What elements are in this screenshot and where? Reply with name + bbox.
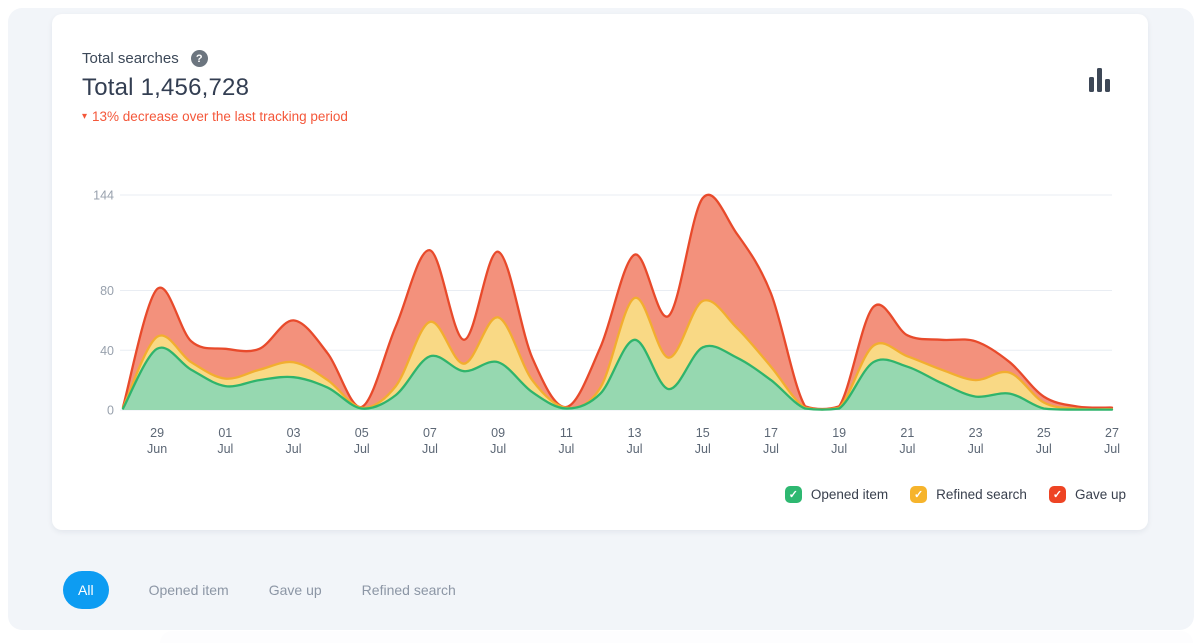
legend-item[interactable]: ✓ Opened item [784,486,889,503]
x-axis-tick-day: 13 [628,426,642,440]
legend-checkbox-icon[interactable]: ✓ [1048,486,1066,503]
x-axis-tick-day: 29 [150,426,164,440]
legend-label: Refined search [936,487,1027,502]
card-title: Total searches [82,50,179,67]
filter-tabs: All Opened item Gave up Refined search [63,571,456,609]
x-axis-tick-day: 01 [218,426,232,440]
card-header: Total searches ? Total 1,456,728 ▾ 13% d… [82,50,348,124]
x-axis-tick-month: Jul [490,442,506,456]
trend-text: 13% decrease over the last tracking peri… [92,109,348,124]
line-gave-up [121,193,1114,411]
page-panel: Total searches ? Total 1,456,728 ▾ 13% d… [8,8,1194,643]
trend-note: ▾ 13% decrease over the last tracking pe… [82,109,348,124]
x-axis-tick-day: 17 [764,426,778,440]
chart-legend: ✓ Opened item ✓ Refined search ✓ Gave up [784,486,1126,503]
stacked-area-chart: 0 40 80 144 29 Jun 01 Jul 03 Jul 05 Jul 07 Jul 09 Jul 11… [52,180,1148,480]
filter-tab-opened-item[interactable]: Opened item [148,582,229,598]
x-axis-tick-day: 03 [287,426,301,440]
y-axis-tick-label: 0 [107,404,114,418]
y-axis-tick-label: 80 [100,284,114,298]
y-axis-tick-label: 144 [93,189,114,203]
x-axis-tick-month: Jul [1104,442,1120,456]
y-axis-tick-label: 40 [100,344,114,358]
filter-tab-gave-up[interactable]: Gave up [268,582,322,598]
x-axis-tick-month: Jul [422,442,438,456]
legend-checkbox-icon[interactable]: ✓ [784,486,802,503]
x-axis-tick-month: Jul [354,442,370,456]
legend-label: Opened item [810,487,889,502]
x-axis-tick-month: Jul [968,442,984,456]
x-axis-tick-month: Jul [1036,442,1052,456]
legend-label: Gave up [1074,487,1126,502]
x-axis-tick-day: 27 [1105,426,1119,440]
legend-checkbox-icon[interactable]: ✓ [910,486,928,503]
total-searches-card: Total searches ? Total 1,456,728 ▾ 13% d… [52,14,1148,530]
x-axis-tick-month: Jul [627,442,643,456]
x-axis-tick-day: 23 [969,426,983,440]
legend-item[interactable]: ✓ Gave up [1048,486,1126,503]
help-icon[interactable]: ? [190,50,208,67]
x-axis-tick-month: Jul [217,442,233,456]
line-opened-item [121,338,1114,411]
x-axis-tick-day: 09 [491,426,505,440]
area-opened-item [123,339,1112,410]
x-axis-tick-month: Jul [763,442,779,456]
x-axis-tick-month: Jul [899,442,915,456]
x-axis-tick-day: 21 [900,426,914,440]
x-axis-tick-day: 07 [423,426,437,440]
x-axis-tick-month: Jul [558,442,574,456]
x-axis-tick-day: 11 [560,426,573,440]
x-axis-tick-day: 19 [832,426,846,440]
filter-tab-refined-search[interactable]: Refined search [361,582,456,598]
legend-item[interactable]: ✓ Refined search [910,486,1027,503]
trend-down-icon: ▾ [82,110,88,122]
stacked-area-chart-svg: 0 40 80 144 29 Jun 01 Jul 03 Jul 05 Jul 07 Jul 09 Jul 11… [93,189,1120,457]
total-value: Total 1,456,728 [82,74,250,101]
x-axis-tick-month: Jul [831,442,847,456]
x-axis-tick-month: Jul [286,442,302,456]
next-section-top [160,631,1193,643]
x-axis-tick-day: 25 [1037,426,1051,440]
x-axis-tick-day: 15 [696,426,710,440]
line-refined-search [121,296,1114,411]
filter-tab-all[interactable]: All [63,571,109,609]
x-axis-tick-day: 05 [355,426,369,440]
x-axis-tick-month: Jun [147,442,167,456]
bar-chart-icon[interactable] [1084,62,1114,92]
x-axis-tick-month: Jul [695,442,711,456]
